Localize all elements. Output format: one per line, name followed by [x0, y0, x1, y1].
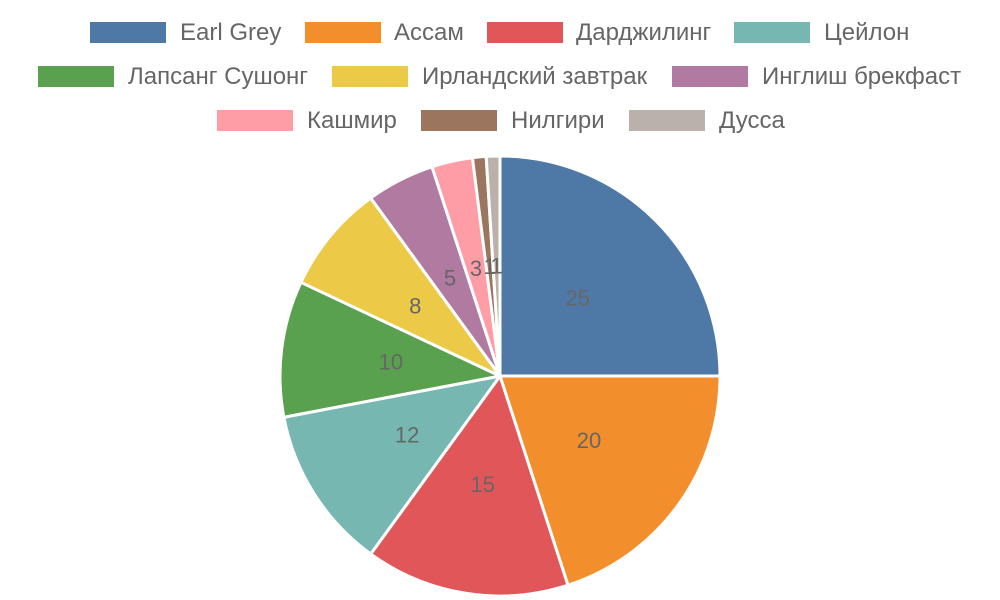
- legend-label: Цейлон: [824, 19, 909, 46]
- legend-item[interactable]: Нилгири: [421, 107, 605, 134]
- legend-swatch: [629, 110, 705, 131]
- legend-label: Лапсанг Сушонг: [128, 63, 308, 90]
- legend-item[interactable]: Цейлон: [734, 19, 909, 46]
- slice-value-label: 1: [484, 254, 496, 279]
- pie-slice[interactable]: [369, 374, 570, 598]
- slice-value-label: 3: [470, 256, 482, 281]
- legend-swatch: [217, 110, 293, 131]
- legend-item[interactable]: Дусса: [629, 107, 786, 134]
- legend-item[interactable]: Ассам: [305, 19, 464, 46]
- pie-slice[interactable]: [498, 374, 722, 587]
- pie-slices: [278, 154, 722, 598]
- legend-swatch: [421, 110, 497, 131]
- pie-slice[interactable]: [282, 374, 502, 556]
- legend-item[interactable]: Лапсанг Сушонг: [38, 63, 308, 90]
- legend-item[interactable]: Инглиш брекфаст: [672, 63, 961, 90]
- slice-value-label: 5: [444, 265, 456, 290]
- legend-label: Ассам: [394, 19, 464, 46]
- legend-label: Кашмир: [307, 107, 397, 134]
- slice-value-label: 25: [566, 286, 590, 311]
- slice-value-labels: 25 20 15 12 10 85 3 11: [379, 254, 602, 498]
- legend-label: Earl Grey: [180, 19, 281, 46]
- slice-value-label: 1: [490, 254, 502, 279]
- legend-item[interactable]: Дарджилинг: [487, 19, 712, 46]
- slice-value-label: 20: [577, 428, 601, 453]
- slice-value-label: 15: [471, 472, 495, 497]
- slice-value-label: 12: [395, 422, 419, 447]
- legend-swatch: [487, 22, 563, 43]
- legend-swatch: [38, 66, 114, 87]
- legend-swatch: [332, 66, 408, 87]
- pie-slice[interactable]: [484, 154, 502, 378]
- legend-label: Ирландский завтрак: [422, 63, 648, 90]
- pie-slice[interactable]: [299, 196, 502, 378]
- legend-item[interactable]: Earl Grey: [90, 19, 281, 46]
- legend-label: Дарджилинг: [576, 19, 712, 46]
- legend: Earl Grey Ассам Дарджилинг Цейлон Лапсанг Су…: [38, 19, 961, 134]
- legend-swatch: [90, 22, 166, 43]
- legend-item[interactable]: Кашмир: [217, 107, 397, 134]
- slice-value-label: 10: [379, 350, 403, 375]
- legend-swatch: [734, 22, 810, 43]
- pie-slice[interactable]: [498, 154, 722, 378]
- legend-item[interactable]: Ирландский завтрак: [332, 63, 648, 90]
- legend-swatch: [672, 66, 748, 87]
- legend-label: Дусса: [719, 107, 786, 134]
- legend-swatch: [305, 22, 381, 43]
- legend-label: Нилгири: [511, 107, 605, 134]
- slice-value-label: 8: [409, 293, 421, 318]
- pie-slice[interactable]: [278, 280, 502, 419]
- legend-label: Инглиш брекфаст: [762, 63, 961, 90]
